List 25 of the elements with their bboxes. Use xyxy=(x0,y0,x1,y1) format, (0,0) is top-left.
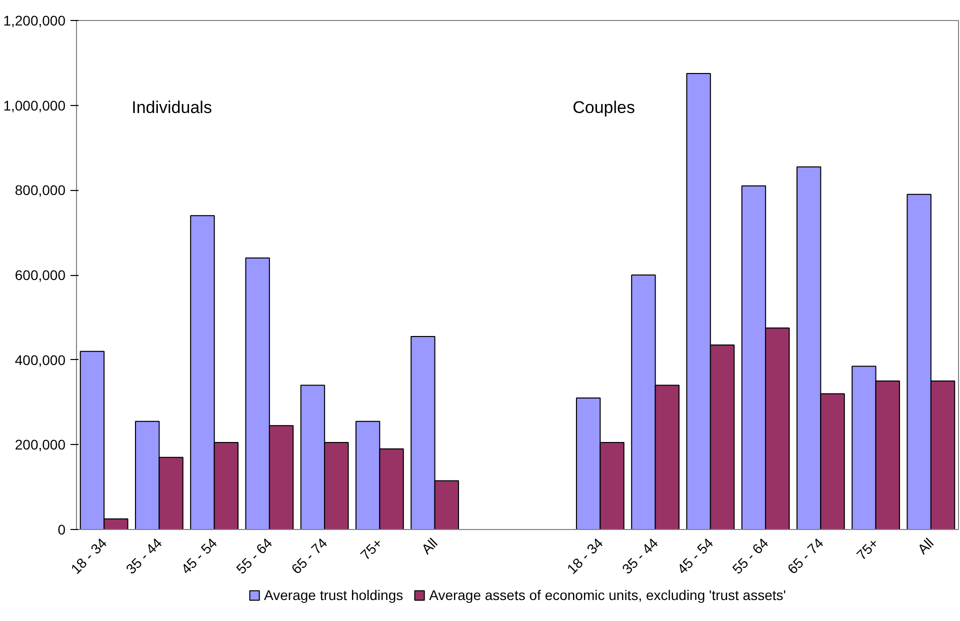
x-tick-label: 18 - 34 xyxy=(564,534,606,577)
legend-label: Average trust holdings xyxy=(264,587,404,603)
y-tick-label: 400,000 xyxy=(14,352,66,368)
x-tick-label: 65 - 74 xyxy=(784,534,826,577)
x-tick-label: 18 - 34 xyxy=(68,534,110,577)
x-tick-label: 35 - 44 xyxy=(122,534,165,577)
x-tick-label: 65 - 74 xyxy=(288,534,330,577)
legend-label: Average assets of economic units, excluding 'trust assets' xyxy=(429,587,786,603)
x-tick-label: 75+ xyxy=(357,534,386,563)
x-tick-label: 45 - 54 xyxy=(674,534,716,577)
x-tick-label: 75+ xyxy=(853,534,882,563)
x-tick-label: 45 - 54 xyxy=(178,534,220,577)
y-tick-label: 1,200,000 xyxy=(3,12,66,28)
x-tick-label: All xyxy=(914,534,937,558)
annotation: Couples xyxy=(572,98,635,118)
y-tick-label: 800,000 xyxy=(14,182,66,198)
y-tick-label: 0 xyxy=(58,522,66,538)
x-tick-label: All xyxy=(418,534,440,558)
y-tick-label: 600,000 xyxy=(14,267,66,283)
x-tick-label: 35 - 44 xyxy=(618,534,662,577)
annotation: Individuals xyxy=(132,98,212,118)
y-tick-label: 200,000 xyxy=(14,436,66,453)
y-tick-label: 1,000,000 xyxy=(3,97,66,114)
x-tick-label: 55 - 64 xyxy=(729,534,772,577)
x-tick-label: 55 - 64 xyxy=(232,534,276,577)
